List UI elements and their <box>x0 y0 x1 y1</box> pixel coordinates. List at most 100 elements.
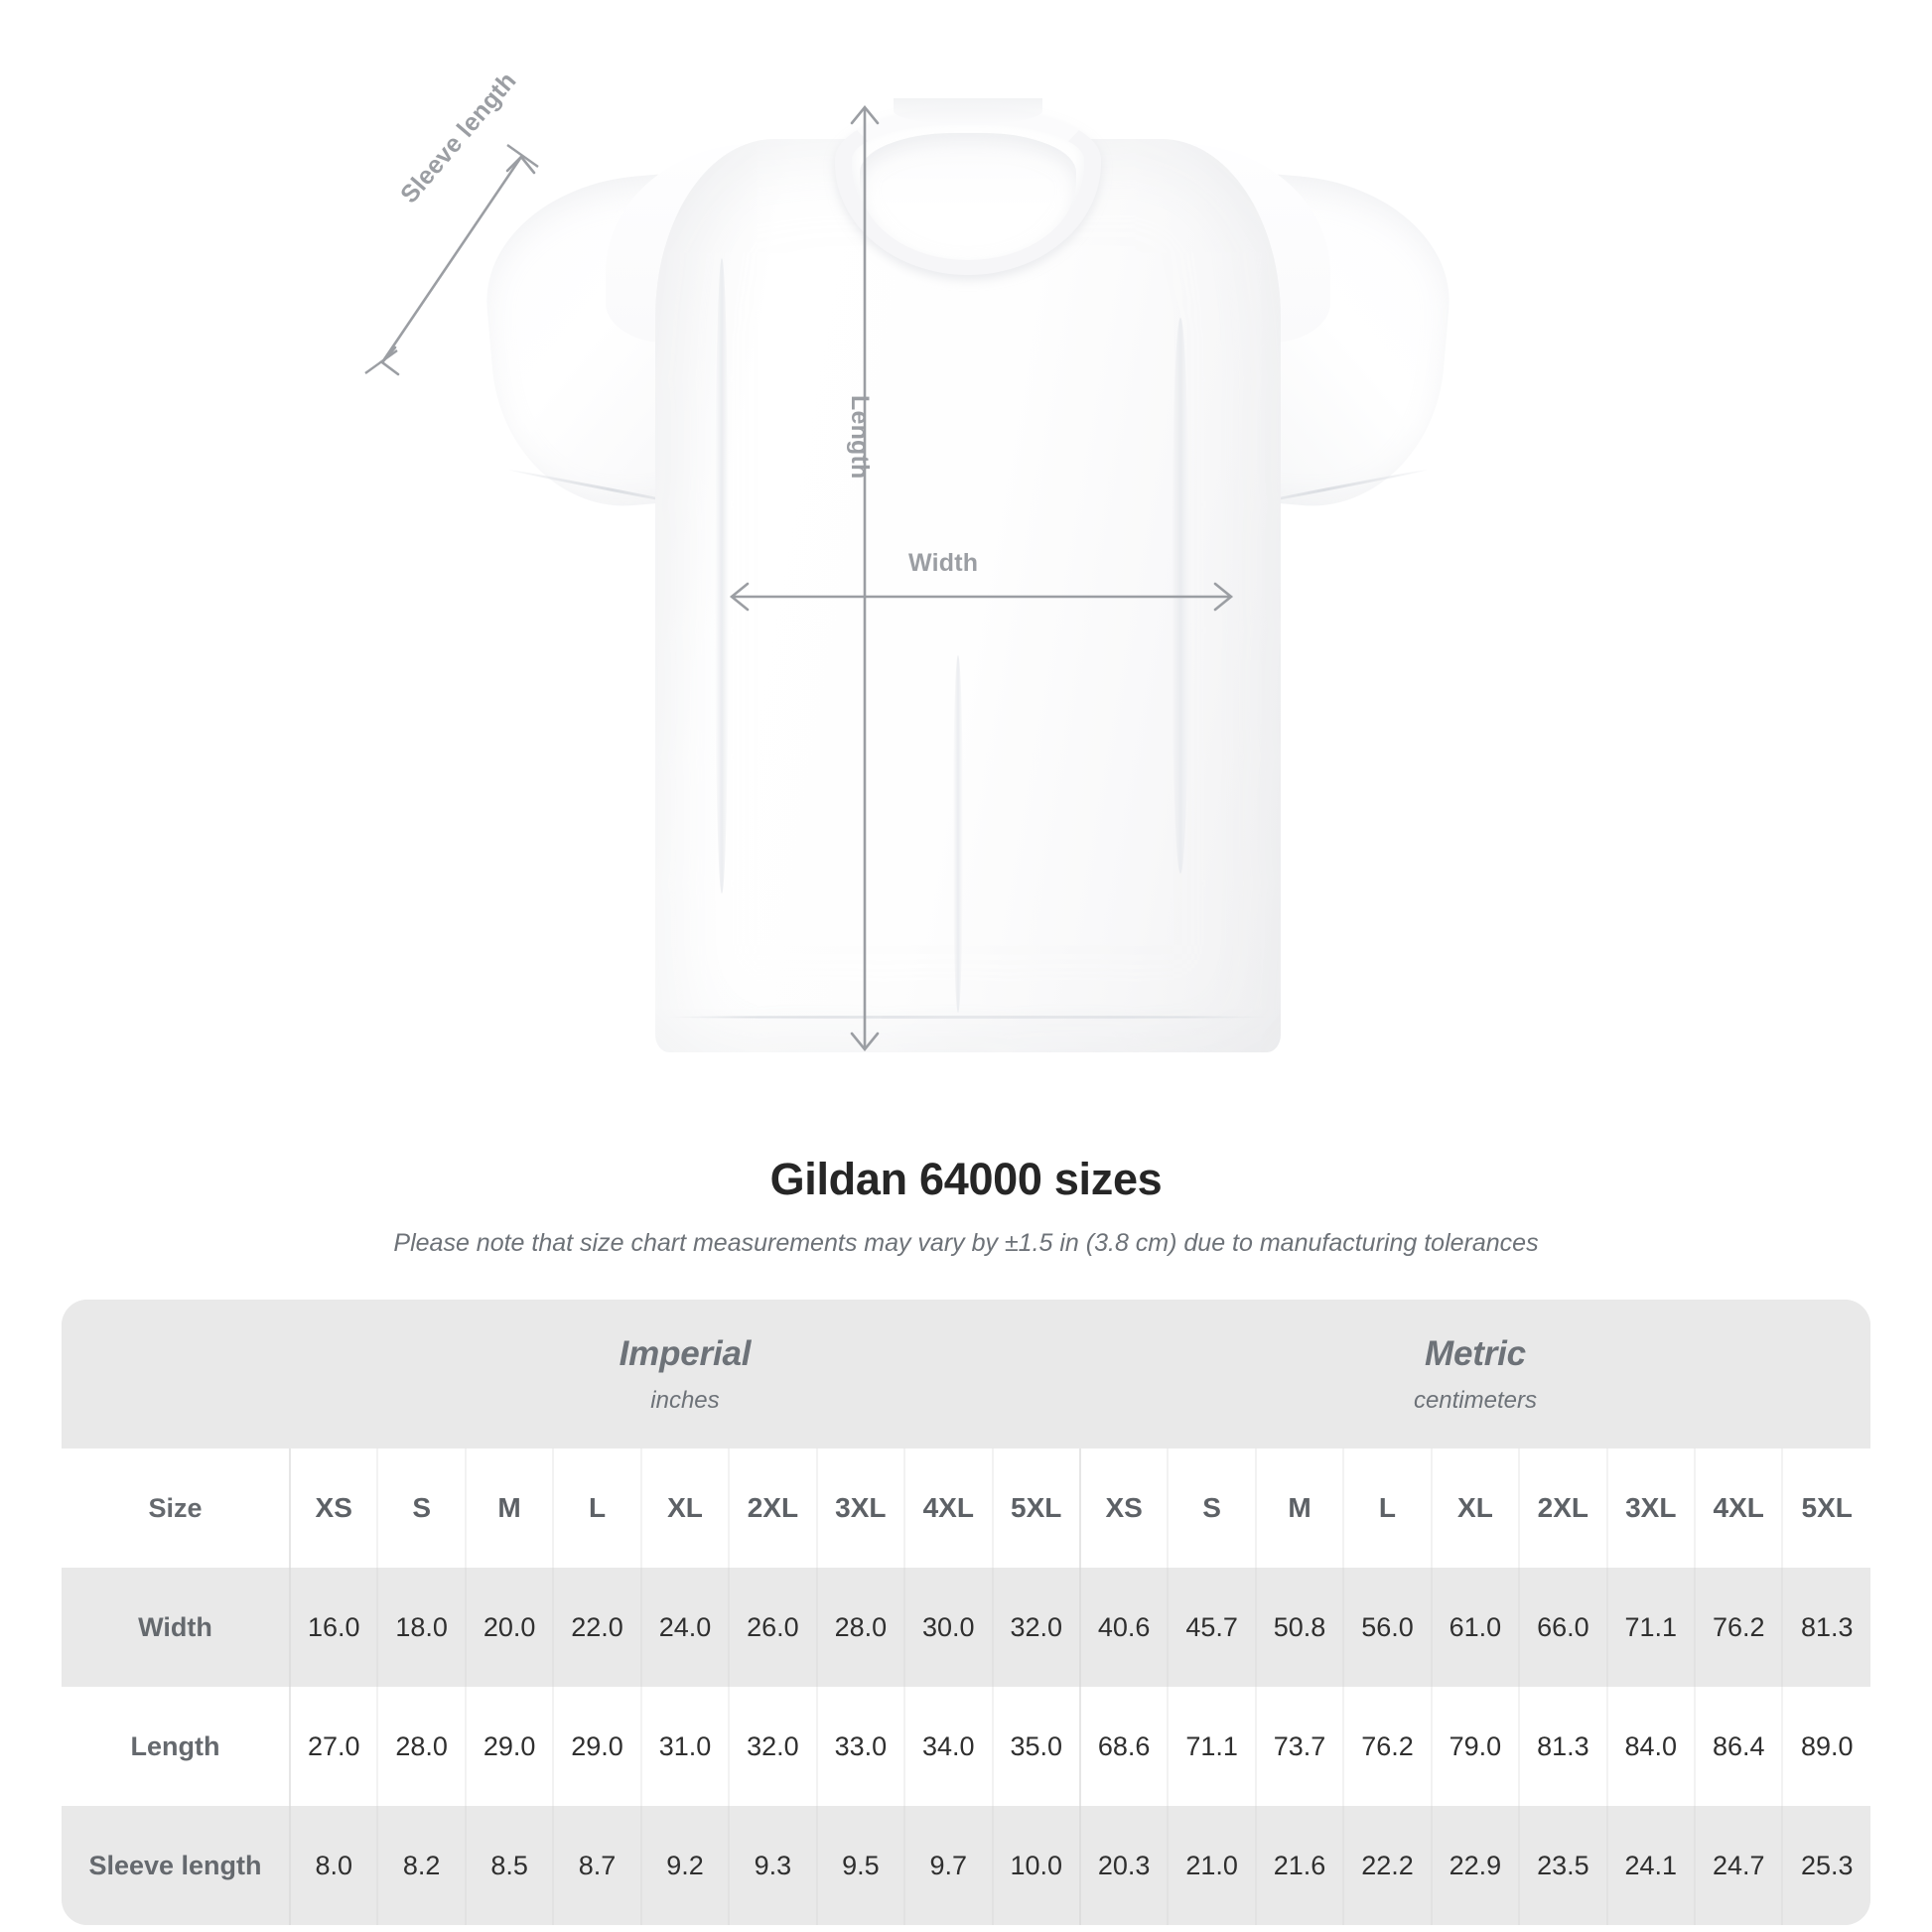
size-header-cell: 2XL <box>1518 1449 1607 1568</box>
unit-group-header-row: Imperial inches Metric centimeters <box>62 1300 1870 1449</box>
measurement-cell: 40.6 <box>1078 1568 1169 1687</box>
table-row: Sleeve length 8.0 8.2 8.5 8.7 9.2 9.3 9.5 9.7 10.… <box>62 1806 1870 1925</box>
measurement-cell: 8.2 <box>376 1806 466 1925</box>
chart-title-block: Gildan 64000 sizes Please note that size… <box>0 1154 1932 1258</box>
measurement-cell: 31.0 <box>639 1687 730 1806</box>
fabric-fold <box>953 655 963 1013</box>
measurement-cell: 24.1 <box>1605 1806 1695 1925</box>
unit-group-imperial: Imperial inches <box>290 1300 1080 1449</box>
sleeve-length-dimension <box>364 144 539 376</box>
size-header-cell: 4XL <box>1693 1449 1783 1568</box>
size-header-cell: 5XL <box>991 1449 1080 1568</box>
measurement-cell: 50.8 <box>1254 1568 1344 1687</box>
measurement-cell: 81.3 <box>1518 1687 1607 1806</box>
size-chart-table: Imperial inches Metric centimeters Size XS S… <box>62 1300 1870 1925</box>
measurement-cell: 79.0 <box>1430 1687 1520 1806</box>
size-header-cell: S <box>376 1449 466 1568</box>
size-header-cell: XL <box>1430 1449 1520 1568</box>
measurement-cell: 24.0 <box>639 1568 730 1687</box>
measurement-cell: 73.7 <box>1254 1687 1344 1806</box>
size-header-cell: M <box>1254 1449 1344 1568</box>
measurement-cell: 9.3 <box>728 1806 817 1925</box>
measurement-cell: 22.9 <box>1430 1806 1520 1925</box>
measurement-cell: 66.0 <box>1518 1568 1607 1687</box>
measurement-cell: 16.0 <box>288 1568 378 1687</box>
width-label: Width <box>908 549 979 577</box>
measurement-cell: 32.0 <box>991 1568 1080 1687</box>
tshirt-collar-seam <box>894 98 1042 124</box>
tshirt-measurement-diagram: Sleeve length Length Width <box>0 0 1932 1112</box>
measurement-cell: 24.7 <box>1693 1806 1783 1925</box>
measurement-cell: 20.0 <box>464 1568 554 1687</box>
size-header-cell: XS <box>1078 1449 1169 1568</box>
measurement-cell: 21.6 <box>1254 1806 1344 1925</box>
size-row-label: Size <box>62 1449 290 1568</box>
measurement-cell: 34.0 <box>903 1687 993 1806</box>
unit-group-spacer <box>62 1300 290 1449</box>
measurement-cell: 28.0 <box>376 1687 466 1806</box>
measurement-cell: 33.0 <box>815 1687 905 1806</box>
measurement-cell: 28.0 <box>815 1568 905 1687</box>
unit-group-name: Imperial <box>619 1333 752 1373</box>
size-header-cell: XS <box>288 1449 378 1568</box>
size-header-cell: 4XL <box>903 1449 993 1568</box>
measurement-cell: 45.7 <box>1167 1568 1256 1687</box>
measurement-cell: 84.0 <box>1605 1687 1695 1806</box>
measurement-cell: 22.0 <box>552 1568 641 1687</box>
size-header-cell: 2XL <box>728 1449 817 1568</box>
size-header-cell: XL <box>639 1449 730 1568</box>
measurement-cell: 68.6 <box>1078 1687 1169 1806</box>
measurement-cell: 32.0 <box>728 1687 817 1806</box>
size-header-cell: S <box>1167 1449 1256 1568</box>
size-header-cell: 5XL <box>1781 1449 1870 1568</box>
table-row: Width 16.0 18.0 20.0 22.0 24.0 26.0 28.0 30.0 32.… <box>62 1568 1870 1687</box>
measurement-cell: 86.4 <box>1693 1687 1783 1806</box>
measurement-cell: 89.0 <box>1781 1687 1870 1806</box>
unit-group-name: Metric <box>1425 1333 1526 1373</box>
fabric-fold <box>715 258 729 894</box>
measurement-cell: 27.0 <box>288 1687 378 1806</box>
measurement-cell: 56.0 <box>1342 1568 1432 1687</box>
measurement-cell: 21.0 <box>1167 1806 1256 1925</box>
page-title: Gildan 64000 sizes <box>769 1154 1163 1204</box>
measurement-cell: 76.2 <box>1342 1687 1432 1806</box>
measurement-cell: 22.2 <box>1342 1806 1432 1925</box>
size-chart-table-container: Imperial inches Metric centimeters Size XS S… <box>62 1300 1870 1925</box>
size-header-cell: L <box>552 1449 641 1568</box>
measurement-cell: 71.1 <box>1605 1568 1695 1687</box>
measurement-cell: 8.7 <box>552 1806 641 1925</box>
measurement-cell: 71.1 <box>1167 1687 1256 1806</box>
measurement-cell: 8.0 <box>288 1806 378 1925</box>
measurement-cell: 9.5 <box>815 1806 905 1925</box>
measurement-cell: 18.0 <box>376 1568 466 1687</box>
table-row: Length 27.0 28.0 29.0 29.0 31.0 32.0 33.0 34.0 35… <box>62 1687 1870 1806</box>
tshirt-collar-inner <box>860 133 1076 260</box>
measurement-cell: 30.0 <box>903 1568 993 1687</box>
measurement-cell: 8.5 <box>464 1806 554 1925</box>
measurement-cell: 61.0 <box>1430 1568 1520 1687</box>
size-header-cell: 3XL <box>815 1449 905 1568</box>
unit-group-subtitle: centimeters <box>1413 1386 1537 1414</box>
measurement-cell: 81.3 <box>1781 1568 1870 1687</box>
measurement-cell: 25.3 <box>1781 1806 1870 1925</box>
measurement-row-label: Width <box>62 1568 290 1687</box>
size-header-row: Size XS S M L XL 2XL 3XL 4XL 5XL XS S M L XL 2XL 3XL 4XL… <box>62 1449 1870 1568</box>
measurement-cell: 26.0 <box>728 1568 817 1687</box>
measurement-cell: 10.0 <box>991 1806 1080 1925</box>
measurement-cell: 29.0 <box>464 1687 554 1806</box>
measurement-cell: 76.2 <box>1693 1568 1783 1687</box>
size-header-cell: 3XL <box>1605 1449 1695 1568</box>
measurement-cell: 20.3 <box>1078 1806 1169 1925</box>
size-header-cell: L <box>1342 1449 1432 1568</box>
measurement-row-label: Sleeve length <box>62 1806 290 1925</box>
measurement-cell: 23.5 <box>1518 1806 1607 1925</box>
measurement-cell: 35.0 <box>991 1687 1080 1806</box>
measurement-row-label: Length <box>62 1687 290 1806</box>
tolerance-note: Please note that size chart measurements… <box>393 1229 1539 1257</box>
measurement-cell: 9.7 <box>903 1806 993 1925</box>
measurement-cell: 9.2 <box>639 1806 730 1925</box>
length-dimension <box>850 104 880 1052</box>
size-header-cell: M <box>464 1449 554 1568</box>
unit-group-subtitle: inches <box>650 1386 720 1414</box>
width-dimension <box>729 582 1234 612</box>
